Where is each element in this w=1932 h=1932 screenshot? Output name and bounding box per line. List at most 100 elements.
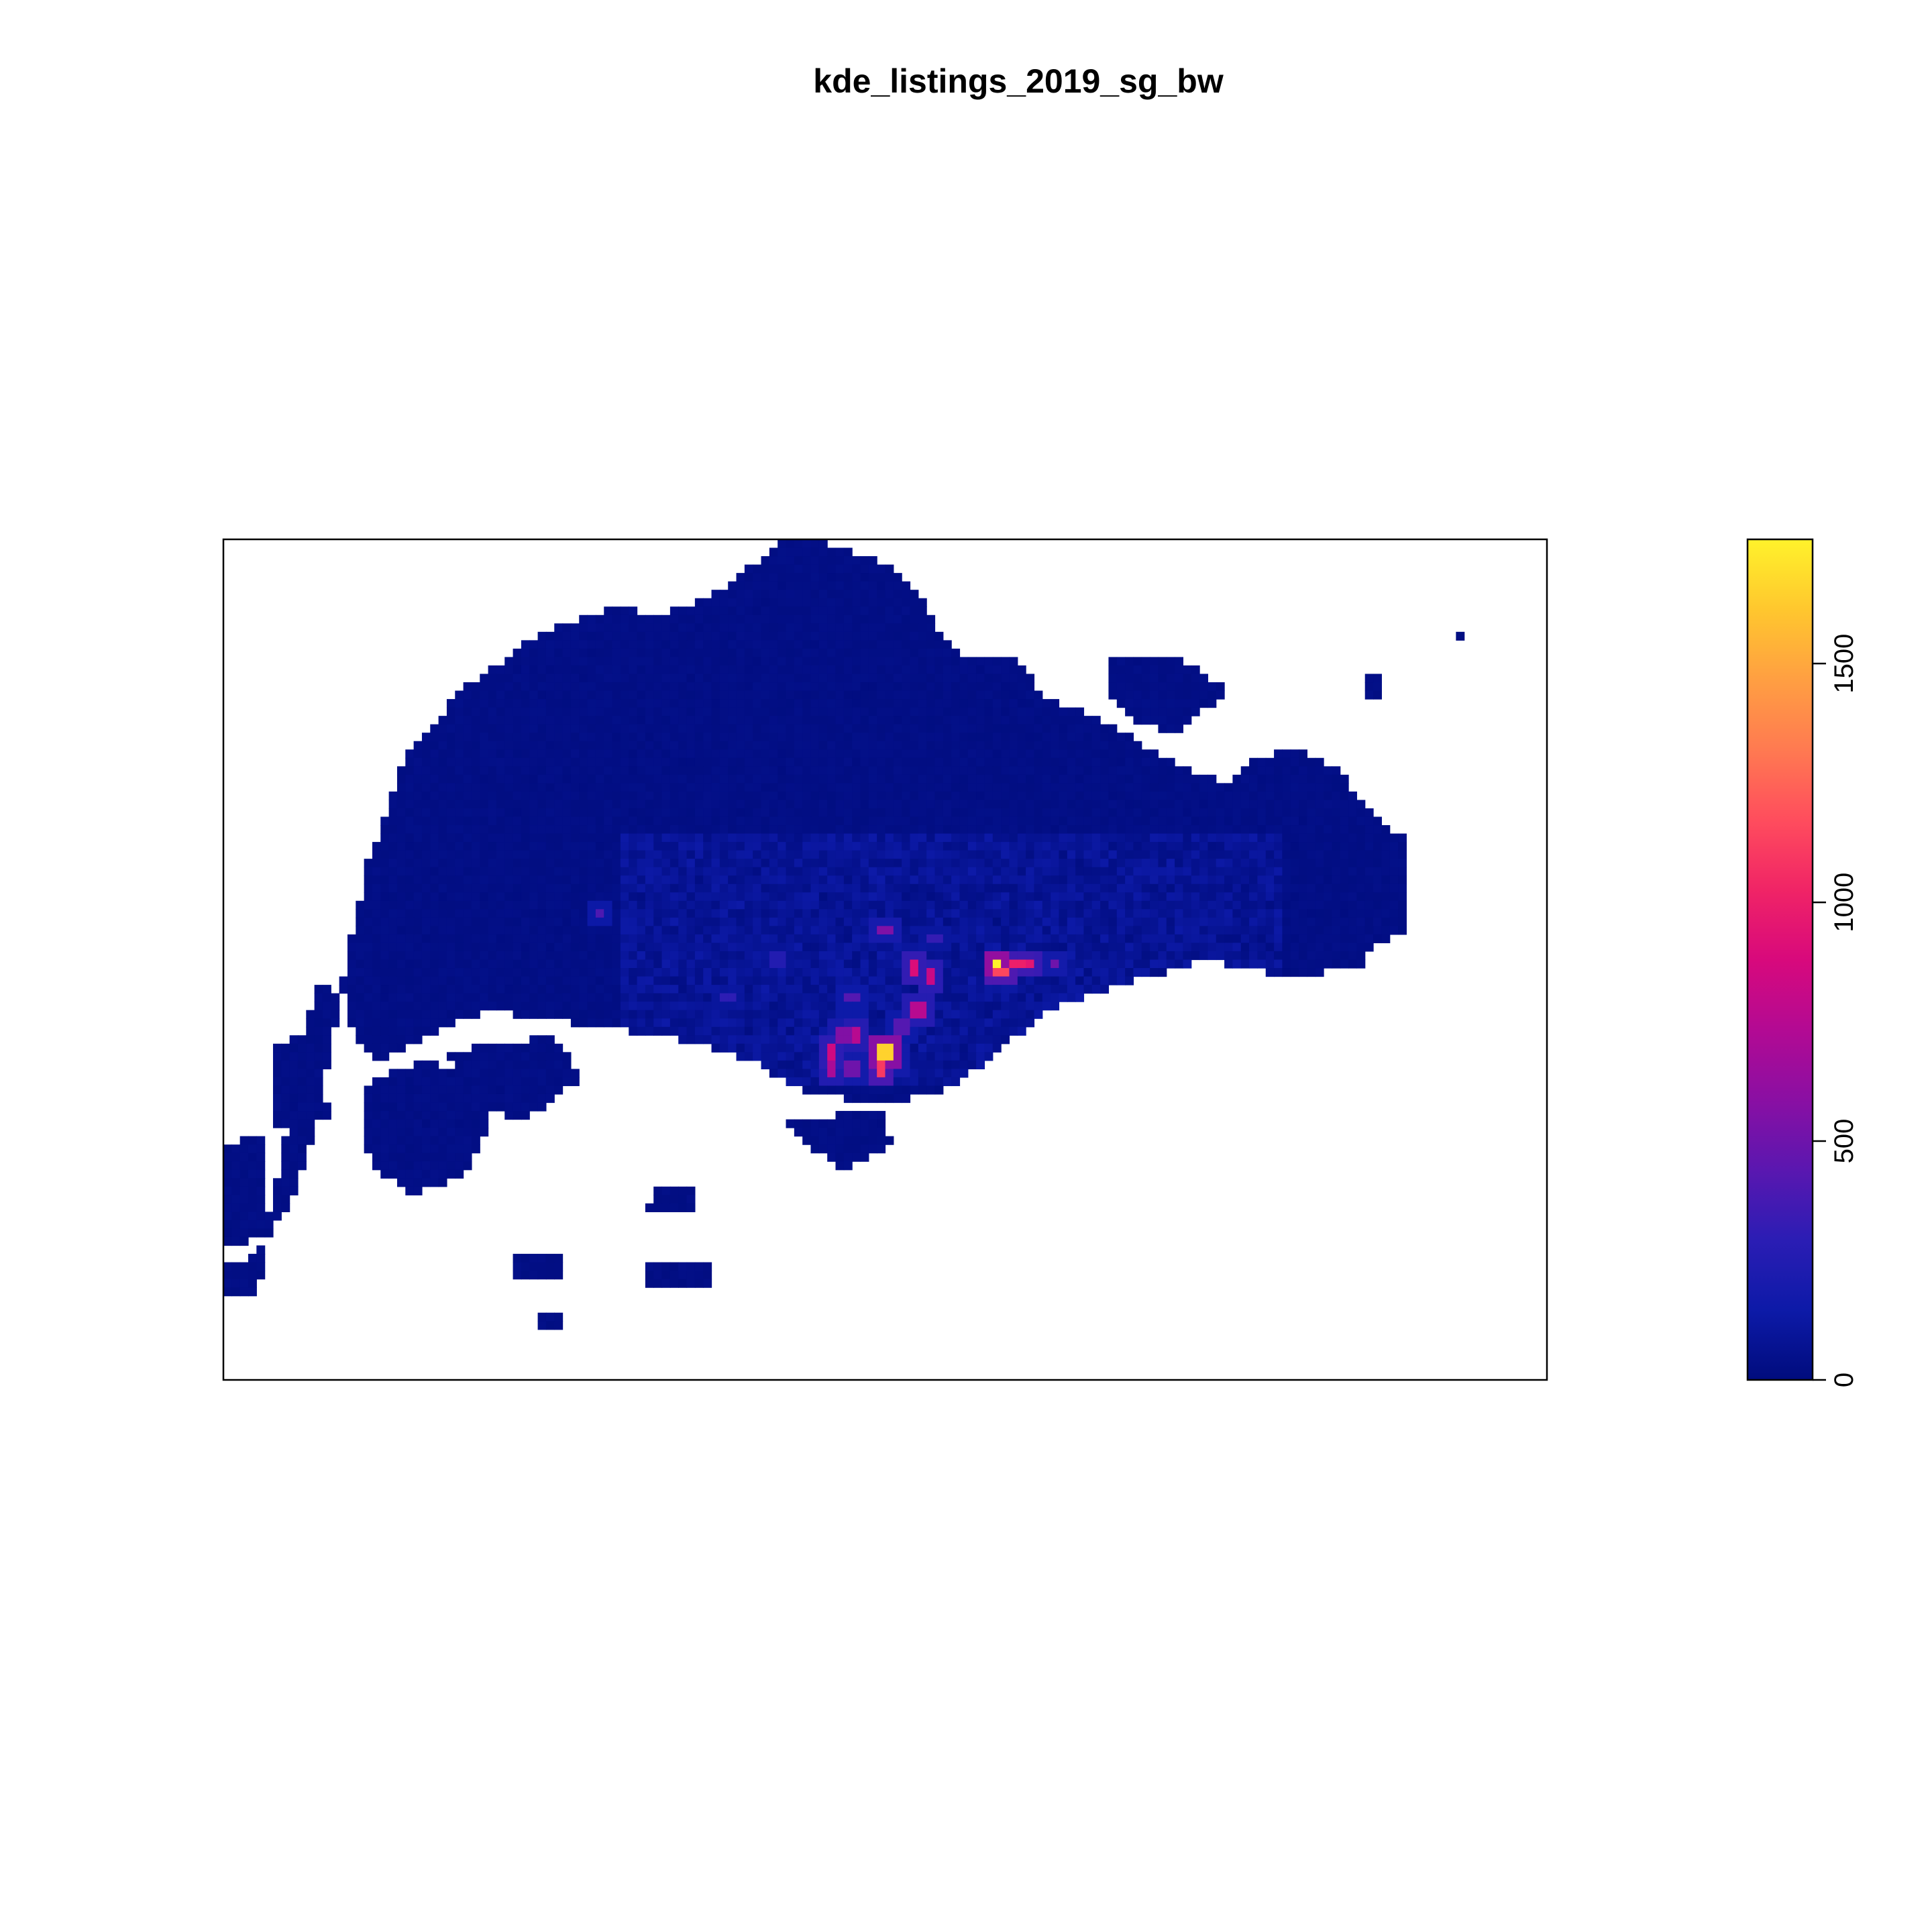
heatmap-cell	[728, 707, 737, 716]
heatmap-cell	[827, 757, 837, 767]
heatmap-cell	[843, 976, 853, 985]
heatmap-cell	[951, 909, 961, 918]
heatmap-cell	[669, 682, 679, 692]
heatmap-cell	[645, 657, 654, 666]
heatmap-cell	[1125, 842, 1134, 851]
heatmap-cell	[761, 909, 770, 918]
heatmap-cell	[926, 682, 936, 692]
heatmap-cell	[885, 1002, 894, 1011]
heatmap-cell	[1175, 690, 1184, 700]
heatmap-cell	[579, 842, 588, 851]
heatmap-cell	[943, 1002, 952, 1011]
heatmap-cell	[446, 783, 455, 792]
heatmap-cell	[761, 741, 770, 750]
heatmap-cell	[1158, 657, 1167, 666]
heatmap-cell	[1208, 951, 1217, 961]
heatmap-cell	[1299, 883, 1307, 893]
heatmap-cell	[1364, 859, 1374, 868]
heatmap-cell	[669, 959, 679, 969]
heatmap-cell	[380, 816, 390, 826]
heatmap-cell	[885, 648, 894, 658]
heatmap-cell	[1191, 800, 1200, 809]
heatmap-cell	[1026, 909, 1035, 918]
heatmap-cell	[455, 850, 464, 859]
heatmap-cell	[446, 917, 455, 926]
heatmap-cell	[934, 766, 944, 775]
heatmap-cell	[753, 926, 762, 935]
heatmap-cell	[744, 741, 753, 750]
heatmap-cell	[777, 875, 787, 885]
heatmap-cell	[1166, 934, 1175, 944]
heatmap-cell	[1398, 850, 1407, 859]
heatmap-cell	[1133, 657, 1142, 666]
heatmap-cell	[703, 690, 712, 700]
heatmap-cell	[637, 808, 646, 818]
heatmap-cell	[480, 749, 489, 759]
heatmap-cell	[1274, 917, 1283, 926]
heatmap-cell	[835, 556, 845, 566]
heatmap-cell	[843, 825, 853, 835]
heatmap-cell	[719, 716, 729, 725]
heatmap-cell	[868, 581, 877, 590]
heatmap-cell	[694, 934, 704, 944]
heatmap-cell	[910, 741, 919, 750]
heatmap-cell	[902, 657, 911, 666]
heatmap-cell	[1240, 825, 1250, 835]
heatmap-cell	[1083, 985, 1093, 994]
heatmap-cell	[794, 808, 803, 818]
heatmap-cell	[1017, 783, 1026, 792]
heatmap-cell	[521, 867, 530, 876]
heatmap-cell	[794, 657, 803, 666]
heatmap-cell	[1290, 842, 1299, 851]
heatmap-cell	[1100, 842, 1110, 851]
heatmap-cell	[736, 985, 745, 994]
heatmap-cell	[1100, 816, 1110, 826]
heatmap-cell	[786, 993, 795, 1002]
heatmap-cell	[686, 850, 696, 859]
heatmap-cell	[496, 783, 505, 792]
heatmap-cell	[1208, 943, 1217, 952]
heatmap-cell	[537, 926, 547, 935]
heatmap-cell	[405, 833, 415, 843]
heatmap-cell	[736, 951, 745, 961]
heatmap-cell	[678, 968, 688, 977]
heatmap-cell	[1240, 808, 1250, 818]
heatmap-cell	[1282, 859, 1291, 868]
heatmap-cell	[1026, 959, 1035, 969]
heatmap-cell	[496, 934, 505, 944]
heatmap-cell	[612, 766, 621, 775]
heatmap-cell	[976, 883, 985, 893]
heatmap-cell	[976, 985, 985, 994]
heatmap-cell	[1199, 690, 1209, 700]
heatmap-cell	[843, 867, 853, 876]
heatmap-cell	[835, 564, 845, 574]
heatmap-cell	[364, 917, 373, 926]
heatmap-cell	[1001, 690, 1010, 700]
heatmap-cell	[1340, 875, 1349, 885]
heatmap-cell	[496, 842, 505, 851]
heatmap-cell	[984, 816, 994, 826]
heatmap-cell	[893, 623, 902, 633]
heatmap-cell	[446, 800, 455, 809]
heatmap-cell	[976, 892, 985, 902]
heatmap-cell	[1216, 926, 1225, 935]
heatmap-cell	[1199, 875, 1209, 885]
heatmap-cell	[1083, 733, 1093, 742]
heatmap-cell	[645, 783, 654, 792]
heatmap-cell	[1133, 900, 1142, 910]
heatmap-cell	[827, 674, 837, 683]
heatmap-cell	[562, 657, 572, 666]
heatmap-cell	[537, 883, 547, 893]
heatmap-cell	[1240, 892, 1250, 902]
heatmap-cell	[744, 614, 753, 624]
heatmap-cell	[620, 909, 629, 918]
heatmap-cell	[744, 867, 753, 876]
heatmap-cell	[661, 733, 671, 742]
heatmap-cell	[959, 707, 969, 716]
heatmap-cell	[1034, 833, 1043, 843]
heatmap-cell	[860, 590, 869, 599]
heatmap-cell	[753, 564, 762, 574]
heatmap-cell	[356, 1002, 365, 1011]
heatmap-cell	[1249, 842, 1258, 851]
heatmap-cell	[744, 951, 753, 961]
